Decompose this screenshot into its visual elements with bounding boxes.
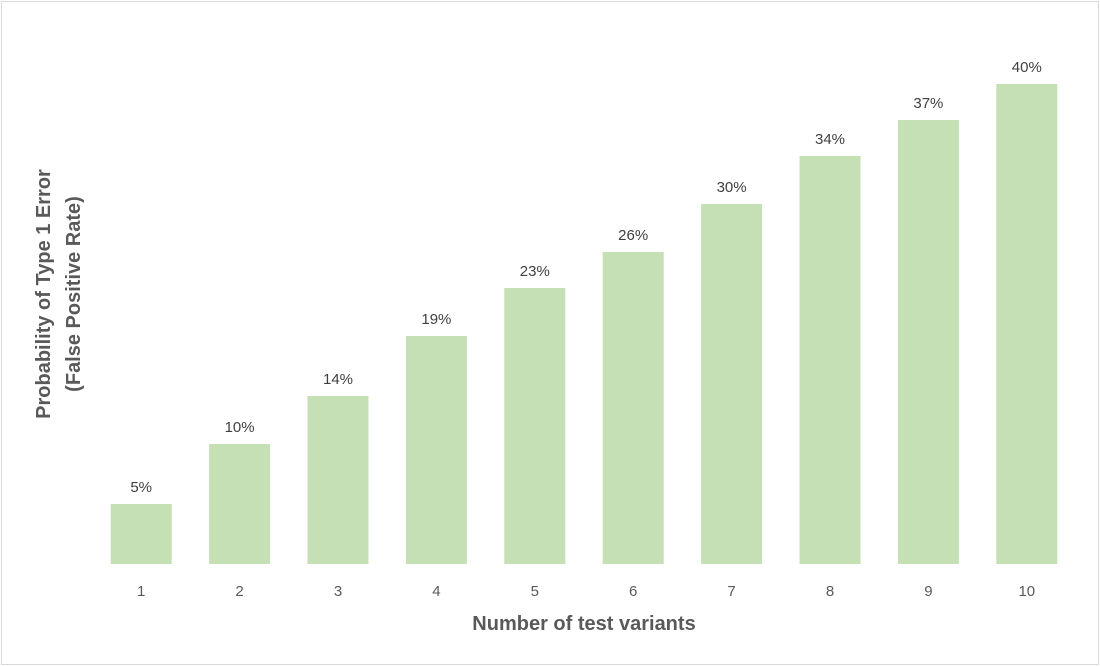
data-label-10: 40%	[1012, 59, 1042, 76]
bar-8	[799, 156, 861, 564]
data-label-3: 14%	[323, 371, 353, 388]
bar-10	[996, 84, 1058, 564]
y-axis-title-line-2: (False Positive Rate)	[63, 196, 85, 392]
data-label-9: 37%	[913, 95, 943, 112]
data-label-7: 30%	[717, 179, 747, 196]
bar-6	[602, 252, 664, 564]
x-tick-label-9: 9	[924, 583, 932, 600]
x-axis-title: Number of test variants	[472, 613, 695, 635]
bars-group	[110, 84, 1058, 564]
data-label-5: 23%	[520, 263, 550, 280]
x-tick-label-6: 6	[629, 583, 637, 600]
x-tick-label-4: 4	[432, 583, 440, 600]
x-tick-label-7: 7	[727, 583, 735, 600]
data-label-2: 10%	[225, 419, 255, 436]
bar-4	[405, 336, 467, 564]
data-labels-group: 5% 10% 14% 19% 23% 26% 30% 34% 37% 40%	[130, 59, 1041, 496]
x-tick-label-10: 10	[1018, 583, 1035, 600]
x-tick-label-5: 5	[531, 583, 539, 600]
data-label-8: 34%	[815, 131, 845, 148]
bar-9	[897, 120, 959, 564]
x-tick-label-2: 2	[235, 583, 243, 600]
bar-5	[504, 288, 566, 564]
bar-3	[307, 396, 369, 564]
bar-7	[701, 204, 763, 564]
x-tick-label-8: 8	[826, 583, 834, 600]
data-label-1: 5%	[130, 479, 152, 496]
data-label-6: 26%	[618, 227, 648, 244]
data-label-4: 19%	[421, 311, 451, 328]
x-tick-label-1: 1	[137, 583, 145, 600]
bar-2	[209, 444, 271, 564]
x-tick-labels-group: 1 2 3 4 5 6 7 8 9 10	[137, 583, 1035, 600]
bar-1	[110, 504, 172, 564]
x-tick-label-3: 3	[334, 583, 342, 600]
y-axis-title-line-1: Probability of Type 1 Error	[33, 169, 55, 419]
